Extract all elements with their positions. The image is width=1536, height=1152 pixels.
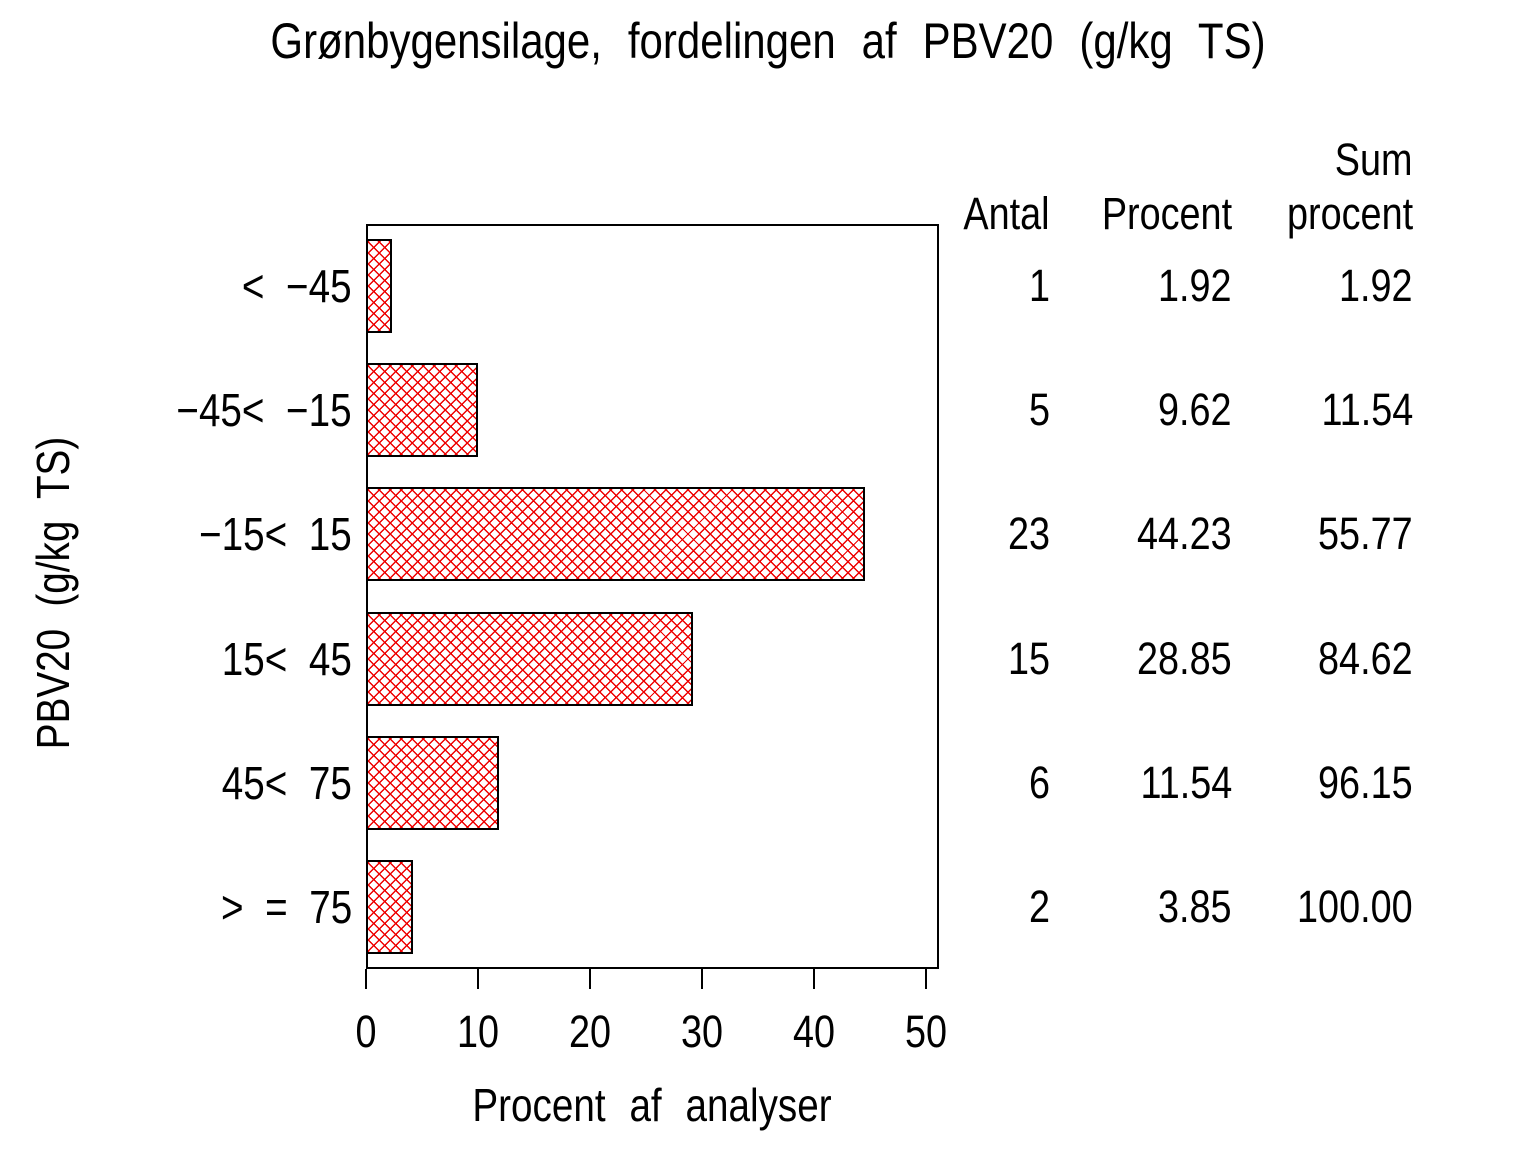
- table-header-sum-line2: procent: [1286, 188, 1413, 239]
- table-header-antal: Antal: [963, 188, 1050, 239]
- table-cell-sum_procent-row4: 96.15: [1318, 756, 1413, 808]
- category-label-5: > = 75: [220, 880, 352, 933]
- table-header-procent: Procent: [1101, 188, 1232, 239]
- x-tick-label-50: 50: [904, 1006, 948, 1057]
- x-tick-0: [365, 969, 367, 989]
- bar-5: [366, 859, 414, 954]
- category-label-2: −15< 15: [199, 508, 352, 561]
- table-cell-antal-row3: 15: [1007, 632, 1050, 684]
- bar-0: [366, 239, 392, 333]
- table-cell-sum_procent-row3: 84.62: [1318, 632, 1413, 684]
- category-label-1: −45< −15: [176, 384, 352, 437]
- x-tick-20: [589, 969, 591, 989]
- x-axis-title: Procent af analyser: [472, 1079, 832, 1131]
- x-tick-10: [477, 969, 479, 989]
- chart-title: Grønbygensilage, fordelingen af PBV20 (g…: [270, 13, 1266, 69]
- table-cell-sum_procent-row1: 11.54: [1321, 384, 1413, 436]
- bar-2: [366, 487, 866, 582]
- table-cell-antal-row1: 5: [1028, 384, 1050, 436]
- x-tick-40: [813, 969, 815, 989]
- table-cell-sum_procent-row5: 100.00: [1297, 880, 1413, 932]
- table-cell-procent-row3: 28.85: [1137, 632, 1232, 684]
- category-label-0: < −45: [242, 260, 352, 313]
- table-cell-antal-row5: 2: [1028, 880, 1050, 932]
- category-label-4: 45< 75: [221, 756, 352, 809]
- bar-4: [366, 735, 500, 830]
- x-tick-label-30: 30: [680, 1006, 724, 1057]
- x-tick-label-20: 20: [568, 1006, 612, 1057]
- y-axis-title: PBV20 (g/kg TS): [27, 436, 79, 750]
- x-tick-label-0: 0: [355, 1006, 377, 1057]
- table-cell-procent-row1: 9.62: [1158, 384, 1232, 436]
- x-tick-50: [925, 969, 927, 989]
- table-header-sum-line1: Sum: [1335, 134, 1413, 185]
- bar-3: [366, 611, 694, 706]
- bar-1: [366, 363, 478, 458]
- table-cell-procent-row5: 3.85: [1158, 880, 1232, 932]
- table-cell-procent-row0: 1.92: [1158, 260, 1232, 312]
- x-tick-30: [701, 969, 703, 989]
- table-cell-antal-row2: 23: [1007, 508, 1050, 560]
- category-label-3: 15< 45: [221, 632, 352, 685]
- x-tick-label-10: 10: [456, 1006, 500, 1057]
- table-cell-procent-row2: 44.23: [1137, 508, 1232, 560]
- table-cell-sum_procent-row2: 55.77: [1318, 508, 1413, 560]
- table-cell-sum_procent-row0: 1.92: [1339, 260, 1413, 312]
- table-cell-antal-row4: 6: [1028, 756, 1050, 808]
- table-cell-procent-row4: 11.54: [1140, 756, 1232, 808]
- plot-area: [366, 224, 939, 969]
- table-cell-antal-row0: 1: [1028, 260, 1050, 312]
- x-tick-label-40: 40: [792, 1006, 836, 1057]
